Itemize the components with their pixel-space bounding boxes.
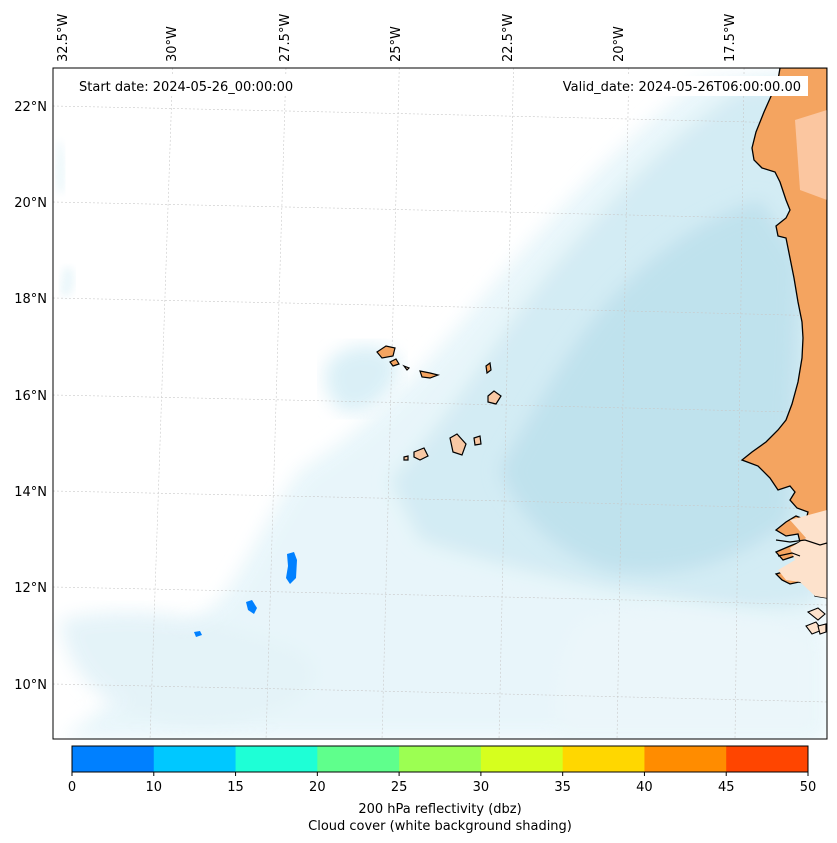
lon-label: 30°W xyxy=(165,26,180,62)
colorbar-label-line2: Cloud cover (white background shading) xyxy=(308,819,572,834)
colorbar-tick-label: 50 xyxy=(800,780,817,795)
colorbar-segment xyxy=(235,746,318,772)
lat-label: 14°N xyxy=(14,485,47,500)
lon-label: 17.5°W xyxy=(723,14,738,62)
colorbar-segment xyxy=(480,746,564,772)
lon-label: 20°W xyxy=(612,26,627,62)
west-africa-land xyxy=(740,68,827,635)
colorbar-segment xyxy=(644,746,727,772)
cloud-cover-shading xyxy=(56,68,827,739)
colorbar-segment xyxy=(562,746,645,772)
colorbar-segment xyxy=(317,746,400,772)
lon-label: 32.5°W xyxy=(56,14,71,62)
colorbar-tick-label: 35 xyxy=(554,780,571,795)
colorbar-tick-label: 25 xyxy=(391,780,408,795)
colorbar-tick-label: 40 xyxy=(636,780,653,795)
lon-label: 22.5°W xyxy=(501,14,516,62)
lat-label: 20°N xyxy=(14,196,47,211)
colorbar-tick-label: 20 xyxy=(309,780,326,795)
valid-date-label: Valid_date: 2024-05-26T06:00:00.00 xyxy=(563,80,801,95)
colorbar-segment xyxy=(399,746,482,772)
colorbar-tick-label: 45 xyxy=(718,780,735,795)
lat-label: 12°N xyxy=(14,581,47,596)
colorbar-segment xyxy=(72,746,155,772)
reflectivity-cells xyxy=(194,552,297,637)
lat-label: 22°N xyxy=(14,100,47,115)
colorbar-segment xyxy=(726,746,809,772)
graticule xyxy=(53,68,827,739)
valid-date-box xyxy=(538,76,808,96)
start-date-label: Start date: 2024-05-26_00:00:00 xyxy=(79,80,293,95)
start-date-box xyxy=(73,76,307,96)
lon-label: 25°W xyxy=(389,26,404,62)
map-border xyxy=(52,67,828,740)
colorbar-label-line1: 200 hPa reflectivity (dbz) xyxy=(358,802,521,817)
colorbar-tick-label: 15 xyxy=(227,780,244,795)
lat-label: 10°N xyxy=(14,678,47,693)
lat-label: 16°N xyxy=(14,389,47,404)
colorbar-tick-label: 0 xyxy=(68,780,76,795)
lon-label: 27.5°W xyxy=(278,14,293,62)
colorbar-segment xyxy=(153,746,237,772)
colorbar-tick-label: 10 xyxy=(146,780,163,795)
colorbar-border xyxy=(71,745,809,773)
cape-verde-islands xyxy=(376,345,502,461)
lat-label: 18°N xyxy=(14,292,47,307)
colorbar-tick-label: 30 xyxy=(473,780,490,795)
colorbar: 0 10 15 20 25 30 35 40 45 50 xyxy=(68,745,817,795)
